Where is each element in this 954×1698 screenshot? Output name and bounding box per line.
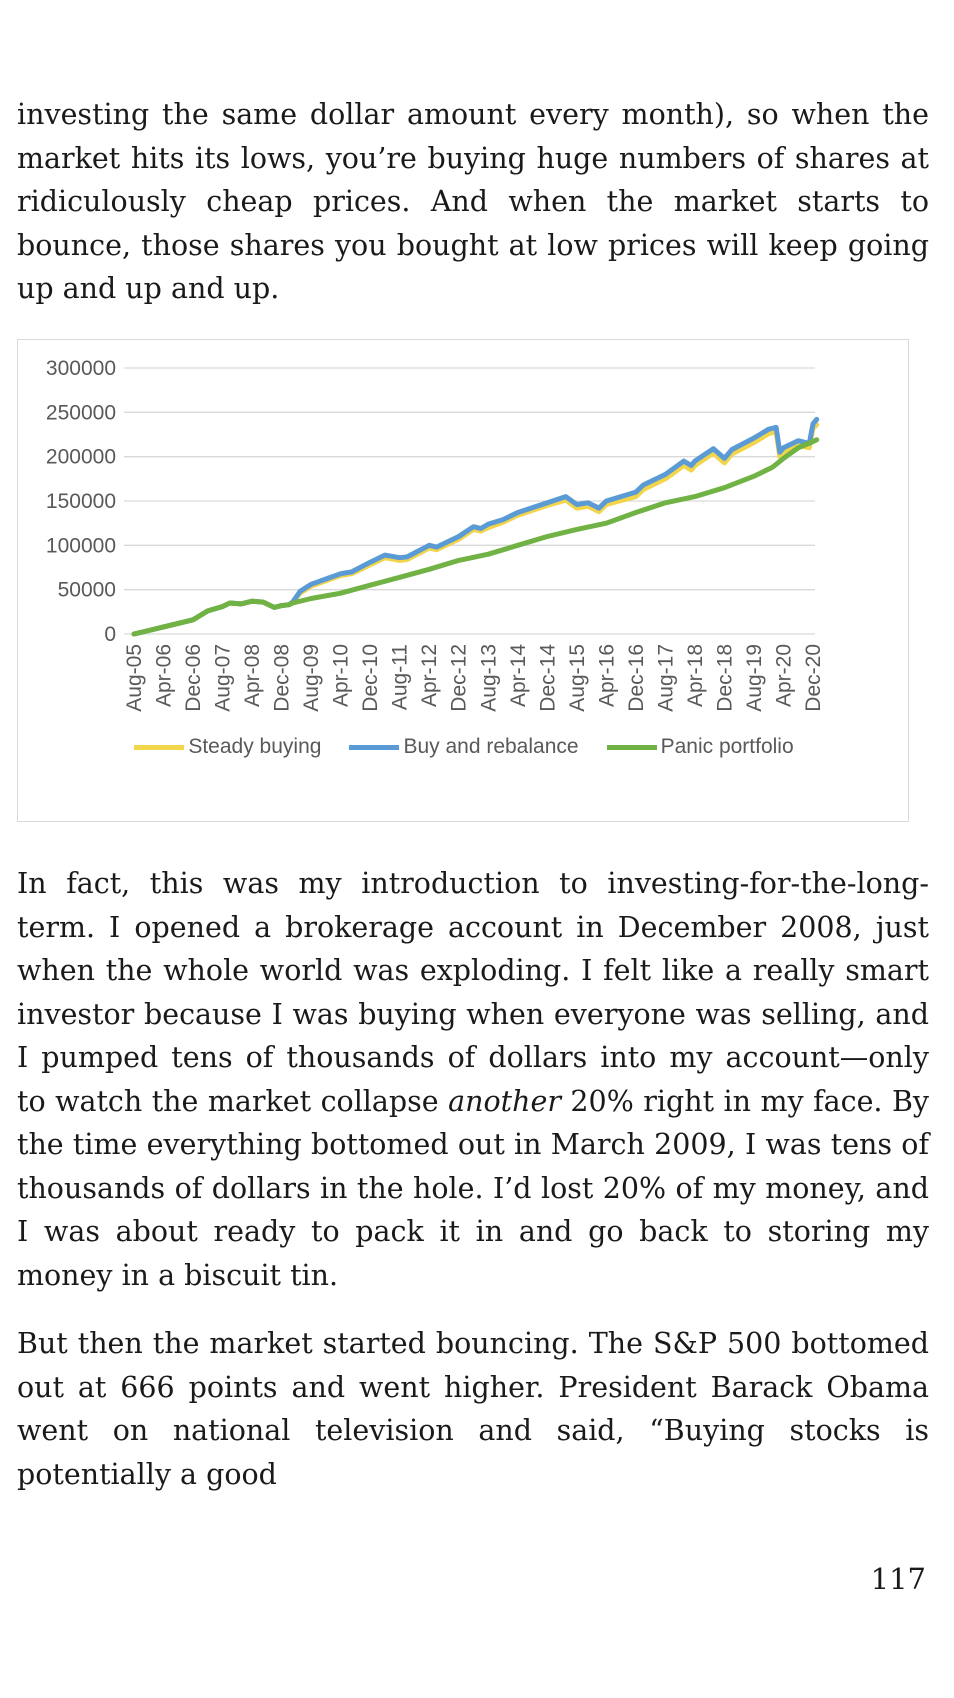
legend-label: Buy and rebalance	[403, 735, 579, 758]
page-number: 117	[870, 1562, 926, 1596]
x-tick-label: Apr-12	[418, 644, 441, 707]
line-chart: 300000 250000 200000 150000 100000 50000 0 Aug-…	[46, 357, 825, 712]
x-tick-label: Apr-14	[507, 644, 530, 707]
x-tick-label: Apr-10	[330, 644, 353, 707]
x-tick-label: Aug-05	[123, 644, 146, 712]
y-tick-label: 250000	[46, 401, 116, 424]
x-tick-label: Dec-08	[271, 644, 294, 712]
x-tick-label: Aug-11	[389, 644, 412, 710]
x-tick-label: Apr-16	[595, 644, 618, 707]
paragraph-1: investing the same dollar amount every m…	[17, 98, 929, 305]
x-tick-label: Aug-13	[477, 644, 500, 712]
series-line-panic-portfolio	[131, 437, 820, 637]
y-tick-label: 100000	[46, 534, 116, 557]
x-tick-label: Dec-18	[713, 644, 736, 712]
y-tick-label: 150000	[46, 490, 116, 513]
y-tick-label: 300000	[46, 357, 116, 380]
legend-label: Steady buying	[188, 735, 322, 758]
paragraph-2-start: In fact, this was my introduction to inv…	[17, 867, 929, 1118]
x-tick-label: Aug-07	[212, 644, 235, 712]
x-tick-label: Dec-10	[359, 644, 382, 712]
paragraph-2: In fact, this was my introduction to inv…	[17, 862, 929, 1297]
x-tick-label: Apr-06	[153, 644, 176, 707]
x-tick-label: Dec-20	[802, 644, 825, 712]
x-tick-label: Apr-08	[241, 644, 264, 707]
x-tick-label: Aug-09	[300, 644, 323, 712]
legend-item: Steady buying	[134, 735, 321, 759]
y-tick-label: 0	[104, 623, 116, 646]
x-tick-label: Aug-15	[566, 644, 589, 712]
y-tick-label: 50000	[58, 579, 116, 602]
chart-legend: Steady buying Buy and rebalance Panic port…	[18, 732, 910, 762]
paragraph-3: But then the market started bouncing. Th…	[17, 1327, 929, 1491]
x-tick-label: Apr-20	[772, 644, 795, 707]
x-tick-label: Dec-12	[448, 644, 471, 712]
paragraph-2-end: 20% right in my face. By the time everyt…	[17, 1084, 930, 1292]
x-tick-label: Aug-19	[743, 644, 766, 712]
paragraph-2-emphasis: another	[448, 1084, 561, 1118]
x-tick-label: Dec-06	[182, 644, 205, 712]
x-tick-label: Dec-14	[536, 644, 559, 712]
x-tick-label: Apr-18	[684, 644, 707, 707]
legend-swatch	[349, 744, 400, 750]
legend-swatch	[606, 744, 657, 750]
legend-swatch	[134, 744, 185, 750]
legend-label: Panic portfolio	[660, 735, 794, 758]
chart-figure: 300000 250000 200000 150000 100000 50000 0 Aug-…	[17, 339, 909, 822]
legend-item: Panic portfolio	[606, 735, 794, 759]
x-tick-label: Aug-17	[654, 644, 677, 712]
legend-item: Buy and rebalance	[349, 735, 579, 759]
x-tick-label: Dec-16	[625, 644, 648, 712]
y-tick-label: 200000	[46, 446, 116, 469]
